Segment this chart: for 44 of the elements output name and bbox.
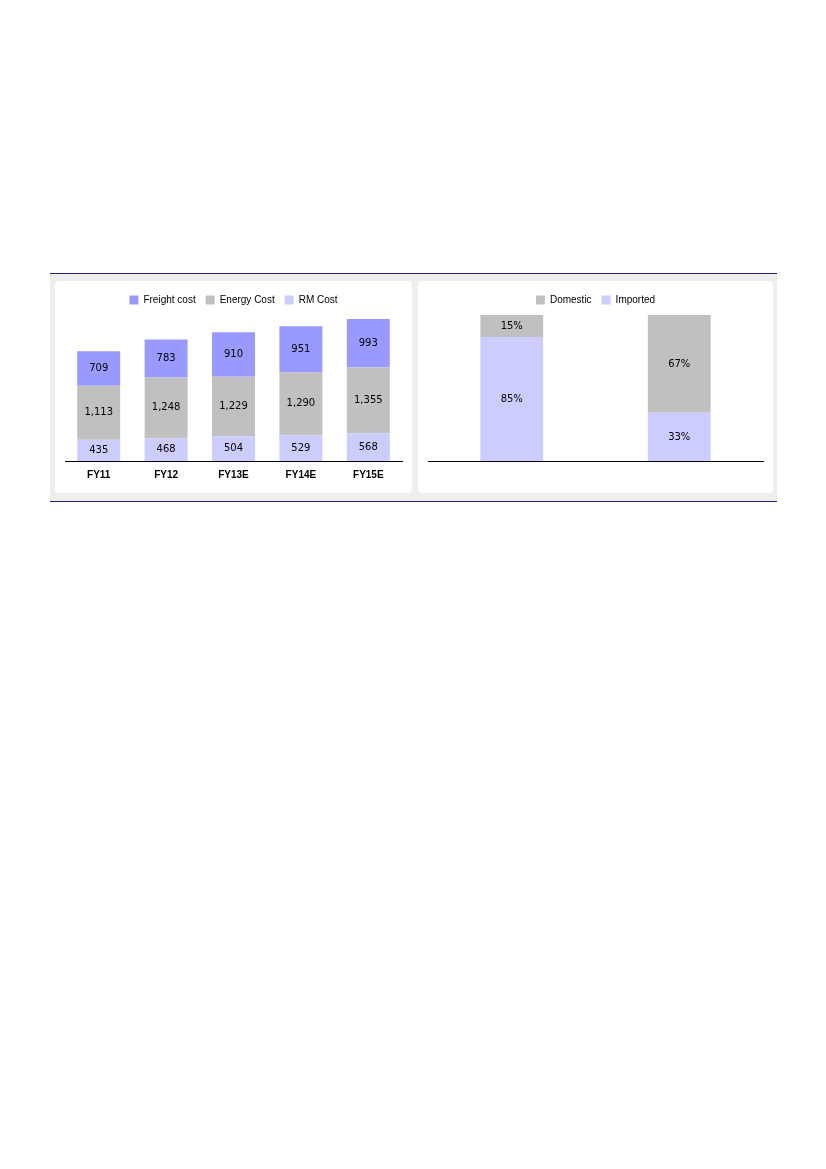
legend-label: Imported	[615, 293, 656, 305]
data-label: 783	[156, 352, 176, 364]
legend-label: Freight cost	[143, 293, 196, 305]
data-label: 15%	[500, 319, 523, 331]
x-tick-label: FY13E	[218, 468, 250, 480]
legend-label: RM Cost	[298, 293, 338, 305]
bar	[77, 439, 121, 461]
data-label: 1,290	[286, 397, 316, 409]
bar	[346, 367, 390, 434]
bar	[279, 326, 323, 373]
bar	[212, 436, 255, 461]
data-label: 85%	[500, 392, 523, 404]
legend-label: Domestic	[549, 293, 592, 305]
bar	[77, 385, 121, 440]
data-label: 1,113	[84, 406, 114, 418]
bar	[346, 319, 390, 368]
bar	[212, 376, 255, 437]
bar	[144, 377, 188, 439]
x-tick-label: FY11	[87, 468, 111, 480]
data-label: 1,248	[151, 401, 181, 413]
data-label: 910	[223, 348, 244, 360]
bar	[279, 372, 323, 436]
data-label: 67%	[668, 357, 691, 369]
data-label: 568	[358, 440, 378, 452]
data-label: 33%	[668, 430, 691, 442]
data-label: 504	[223, 442, 244, 454]
bar	[212, 332, 255, 377]
data-label: 709	[89, 362, 109, 374]
data-label: 529	[291, 441, 311, 453]
data-label: 435	[89, 444, 109, 456]
bar	[144, 339, 188, 378]
bar	[346, 433, 390, 461]
data-label: 993	[358, 336, 378, 348]
data-label: 468	[156, 443, 176, 455]
bar	[279, 435, 323, 461]
data-label: 951	[291, 342, 311, 354]
data-label: 1,229	[219, 400, 248, 412]
legend-label: Energy Cost	[219, 293, 275, 305]
bar	[144, 438, 188, 461]
data-label: 1,355	[353, 393, 383, 405]
bar	[77, 351, 121, 386]
x-tick-label: FY14E	[285, 468, 317, 480]
x-tick-label: FY15E	[353, 468, 384, 480]
x-tick-label: FY12	[154, 468, 179, 480]
